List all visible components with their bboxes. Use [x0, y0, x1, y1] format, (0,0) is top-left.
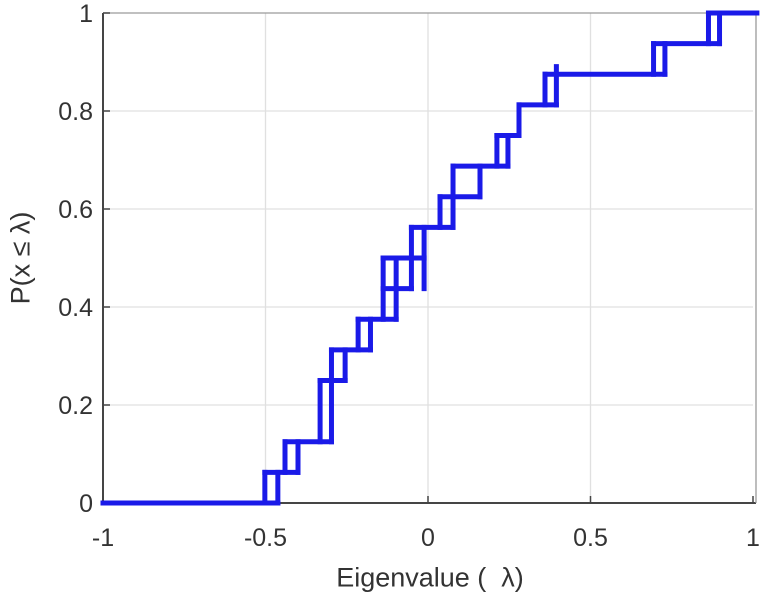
x-tick-label: -0.5 — [244, 524, 287, 552]
y-tick-label: 0.6 — [58, 196, 93, 224]
x-tick-label: -1 — [92, 524, 114, 552]
y-tick-label: 1 — [79, 0, 93, 28]
y-axis-label: P(x ≤ λ) — [5, 211, 36, 305]
x-tick-label: 1 — [746, 524, 760, 552]
x-tick-label: 0 — [421, 524, 435, 552]
x-axis-label: Eigenvalue ( λ) — [336, 562, 524, 593]
y-tick-label: 0.4 — [58, 294, 93, 322]
y-tick-label: 0.2 — [58, 392, 93, 420]
x-tick-label: 0.5 — [573, 524, 608, 552]
y-tick-label: 0 — [79, 490, 93, 518]
y-tick-label: 0.8 — [58, 98, 93, 126]
